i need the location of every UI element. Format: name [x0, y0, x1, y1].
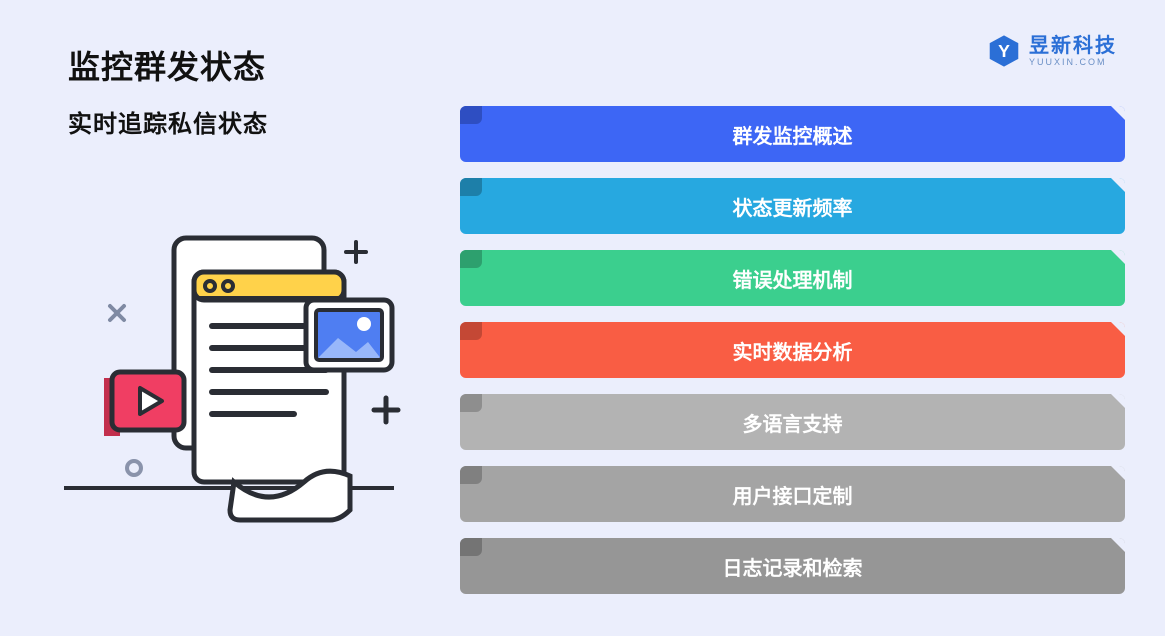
bar-label: 多语言支持 — [743, 408, 843, 437]
title-block: 监控群发状态 实时追踪私信状态 — [68, 42, 268, 139]
bar-label: 日志记录和检索 — [723, 552, 863, 581]
bar-label: 状态更新频率 — [733, 192, 853, 221]
svg-text:Y: Y — [998, 41, 1010, 61]
bar-label: 用户接口定制 — [733, 480, 853, 509]
logo-hex-icon: Y — [987, 34, 1021, 68]
feature-bar-4: 多语言支持 — [460, 394, 1125, 450]
bar-notch — [460, 250, 482, 268]
brand-logo: Y 昱新科技 YUUXIN.COM — [987, 34, 1117, 68]
bar-label: 群发监控概述 — [733, 120, 853, 149]
feature-bar-2: 错误处理机制 — [460, 250, 1125, 306]
feature-bar-1: 状态更新频率 — [460, 178, 1125, 234]
bar-fold — [1111, 394, 1125, 408]
bar-label: 实时数据分析 — [733, 336, 853, 365]
bar-notch — [460, 466, 482, 484]
bar-notch — [460, 106, 482, 124]
bar-notch — [460, 538, 482, 556]
feature-bars: 群发监控概述状态更新频率错误处理机制实时数据分析多语言支持用户接口定制日志记录和… — [460, 106, 1125, 594]
feature-bar-5: 用户接口定制 — [460, 466, 1125, 522]
content-illustration-icon — [64, 230, 424, 530]
feature-bar-6: 日志记录和检索 — [460, 538, 1125, 594]
feature-bar-0: 群发监控概述 — [460, 106, 1125, 162]
bar-fold — [1111, 178, 1125, 192]
bar-fold — [1111, 250, 1125, 264]
bar-fold — [1111, 106, 1125, 120]
bar-notch — [460, 394, 482, 412]
logo-text: 昱新科技 YUUXIN.COM — [1029, 36, 1117, 67]
bar-fold — [1111, 322, 1125, 336]
logo-en: YUUXIN.COM — [1029, 58, 1117, 67]
bar-label: 错误处理机制 — [733, 264, 853, 293]
bar-fold — [1111, 538, 1125, 552]
main-title: 监控群发状态 — [68, 42, 268, 88]
bar-fold — [1111, 466, 1125, 480]
bar-notch — [460, 322, 482, 340]
sub-title: 实时追踪私信状态 — [68, 104, 268, 139]
feature-bar-3: 实时数据分析 — [460, 322, 1125, 378]
bar-notch — [460, 178, 482, 196]
logo-cn: 昱新科技 — [1029, 36, 1117, 56]
